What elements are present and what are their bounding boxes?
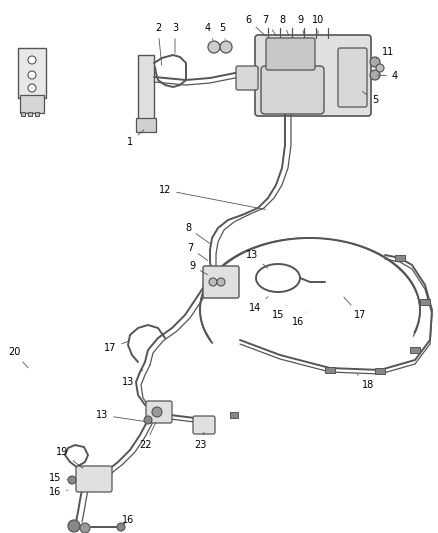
FancyBboxPatch shape [138,55,154,127]
Text: 1: 1 [127,130,144,147]
Text: 14: 14 [249,297,268,313]
Text: 7: 7 [187,243,208,261]
Text: 15: 15 [272,305,286,320]
Circle shape [68,476,76,484]
Text: 22: 22 [139,423,156,450]
Text: 18: 18 [357,374,374,390]
Circle shape [144,416,152,424]
Circle shape [28,71,36,79]
FancyBboxPatch shape [18,48,46,98]
FancyBboxPatch shape [261,66,324,114]
Text: 4: 4 [378,71,398,81]
FancyBboxPatch shape [20,95,44,113]
Bar [375,368,385,374]
Circle shape [152,407,162,417]
Text: 7: 7 [262,15,276,36]
Circle shape [28,56,36,64]
Circle shape [220,41,232,53]
Circle shape [28,84,36,92]
Circle shape [208,41,220,53]
FancyBboxPatch shape [266,38,315,70]
Bar [410,347,420,353]
Text: 5: 5 [362,92,378,105]
FancyBboxPatch shape [193,416,215,434]
Text: 3: 3 [172,23,178,53]
FancyBboxPatch shape [338,48,367,107]
Text: 9: 9 [297,15,304,35]
Bar [230,412,238,418]
FancyBboxPatch shape [203,266,239,298]
Bar [420,299,430,305]
Bar [395,255,405,261]
Text: 11: 11 [376,47,394,59]
Bar [325,367,335,373]
Bar [35,112,39,116]
Text: 17: 17 [104,341,129,353]
Text: 13: 13 [122,370,143,387]
Text: 13: 13 [246,250,268,268]
Text: 9: 9 [189,261,208,274]
Text: 15: 15 [49,473,67,483]
Text: 4: 4 [205,23,213,39]
Bar [21,112,25,116]
FancyBboxPatch shape [76,466,112,492]
Text: 5: 5 [219,23,225,39]
Circle shape [68,520,80,532]
Text: 17: 17 [344,297,366,320]
Text: 10: 10 [312,15,324,35]
Text: 19: 19 [56,447,83,469]
Circle shape [209,278,217,286]
Circle shape [80,523,90,533]
Circle shape [217,278,225,286]
FancyBboxPatch shape [136,118,156,132]
Text: 16: 16 [122,515,134,525]
FancyBboxPatch shape [236,66,258,90]
FancyBboxPatch shape [255,35,371,116]
Text: 16: 16 [49,487,68,497]
Text: 8: 8 [279,15,289,36]
Text: 8: 8 [185,223,210,244]
Bar [28,112,32,116]
Text: 12: 12 [159,185,265,209]
Circle shape [370,57,380,67]
Text: 2: 2 [155,23,162,65]
Circle shape [376,64,384,72]
Text: 20: 20 [8,347,28,368]
Text: 23: 23 [194,432,206,450]
Circle shape [117,523,125,531]
Text: 13: 13 [96,410,145,422]
Circle shape [370,70,380,80]
FancyBboxPatch shape [146,401,172,423]
Text: 16: 16 [292,312,306,327]
Text: 6: 6 [245,15,266,36]
